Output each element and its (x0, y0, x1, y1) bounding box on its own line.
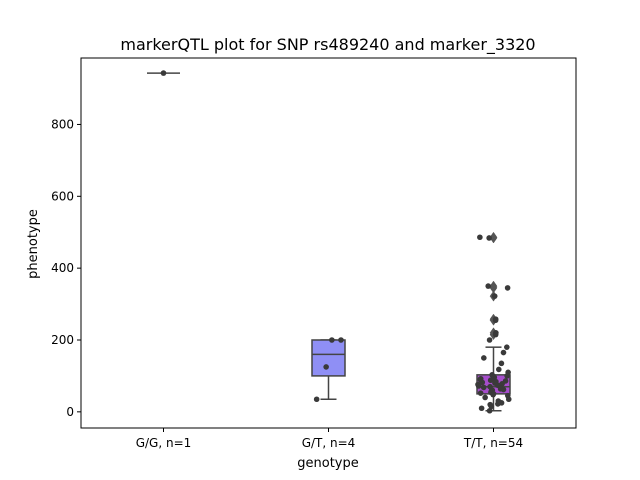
x-tick-label: G/T, n=4 (302, 436, 356, 450)
data-point (313, 396, 320, 403)
data-point (338, 337, 344, 343)
plot-area: 0 200 400 600 800 G/G, n=1 G/T, n=4 T/T, n=54 (51, 57, 577, 450)
data-point (477, 390, 484, 396)
y-tick-label: 600 (51, 189, 74, 203)
data-point (500, 349, 507, 356)
data-point (481, 355, 487, 361)
y-axis-label: phenotype (26, 209, 41, 279)
x-axis-label: genotype (297, 456, 358, 471)
data-point (486, 337, 493, 343)
outlier-marker (489, 280, 498, 292)
data-point (499, 381, 505, 387)
x-tick-label: T/T, n=54 (463, 436, 523, 450)
data-point (487, 377, 494, 384)
box-iqr (311, 339, 346, 377)
data-point (486, 407, 493, 414)
data-point (477, 234, 483, 241)
data-point (491, 293, 498, 299)
chart-title: markerQTL plot for SNP rs489240 and mark… (120, 35, 535, 55)
data-point (498, 360, 505, 367)
data-point (492, 331, 499, 338)
data-point (486, 235, 492, 241)
data-point (490, 391, 496, 398)
data-point (495, 366, 502, 373)
y-tick-label: 400 (51, 261, 74, 275)
y-tick-label: 200 (51, 333, 74, 347)
data-point (504, 344, 510, 350)
data-point (160, 70, 167, 76)
y-tick-label: 0 (66, 405, 74, 419)
data-point (485, 283, 492, 289)
data-point (488, 403, 495, 410)
data-point (323, 364, 329, 370)
data-point (504, 373, 510, 379)
data-point (504, 285, 511, 291)
data-point (492, 317, 499, 324)
outlier-marker (489, 231, 498, 243)
y-tick-label: 800 (51, 117, 74, 131)
data-point (479, 379, 486, 386)
data-point (329, 337, 335, 343)
data-point (475, 383, 482, 389)
data-point (500, 386, 507, 393)
x-tick-label: G/G, n=1 (136, 436, 192, 450)
data-point (478, 405, 485, 412)
data-point (495, 401, 501, 407)
data-point (480, 384, 487, 391)
data-point (505, 396, 512, 403)
data-point (482, 394, 488, 401)
